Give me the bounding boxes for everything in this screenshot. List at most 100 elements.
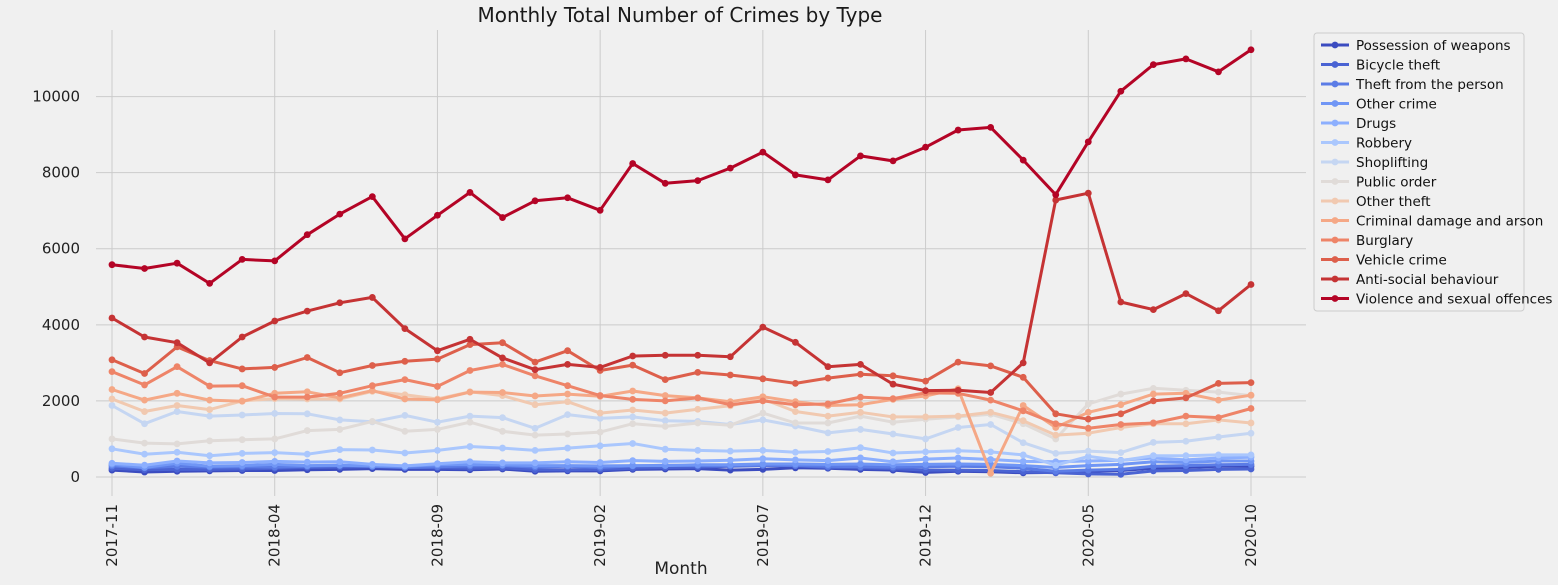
x-tick-label: 2018-04 <box>266 504 284 567</box>
data-point <box>954 126 962 134</box>
data-point <box>1149 419 1157 427</box>
data-point <box>499 360 506 368</box>
data-point <box>108 261 116 269</box>
data-point <box>499 214 506 221</box>
data-point <box>401 357 409 365</box>
data-point <box>1215 379 1222 387</box>
data-point <box>434 418 441 426</box>
data-point <box>271 410 279 417</box>
data-point <box>564 458 571 466</box>
data-point <box>499 459 506 467</box>
data-point <box>466 341 474 348</box>
data-point <box>531 392 539 400</box>
data-point <box>564 398 571 406</box>
data-point <box>368 446 376 454</box>
data-point <box>889 449 897 457</box>
data-point <box>434 383 441 390</box>
data-point <box>726 447 734 455</box>
data-point <box>1215 414 1222 422</box>
data-point <box>824 412 832 420</box>
data-point <box>466 443 474 450</box>
legend-label: Violence and sexual offences <box>1356 292 1552 308</box>
data-point <box>1084 429 1092 437</box>
data-point <box>889 380 897 388</box>
data-point <box>1052 410 1060 418</box>
data-point <box>694 457 702 465</box>
data-point <box>1052 191 1060 199</box>
data-point <box>987 389 995 396</box>
data-point <box>922 143 929 151</box>
data-point <box>531 431 539 439</box>
data-point <box>434 211 441 219</box>
data-point <box>759 446 767 454</box>
data-point <box>466 335 474 343</box>
y-tick-label: 6000 <box>42 240 80 258</box>
data-point <box>987 362 995 370</box>
data-point <box>1215 307 1222 315</box>
legend-marker <box>1331 275 1339 283</box>
legend-marker <box>1331 178 1339 185</box>
data-point <box>141 333 148 341</box>
data-point <box>401 235 409 243</box>
data-point <box>857 454 864 462</box>
data-point <box>564 194 571 202</box>
legend-marker <box>1331 80 1339 88</box>
data-point <box>303 458 311 466</box>
data-point <box>1247 419 1255 427</box>
data-point <box>531 197 539 205</box>
data-point <box>792 401 799 409</box>
data-point <box>336 426 344 433</box>
legend-marker <box>1331 41 1339 49</box>
data-point <box>1117 465 1125 473</box>
data-point <box>857 393 864 401</box>
data-point <box>303 388 311 396</box>
data-point <box>629 160 637 167</box>
plot-area <box>108 46 1255 478</box>
data-point <box>141 420 148 428</box>
data-point <box>564 390 571 398</box>
data-point <box>1149 438 1157 446</box>
data-point <box>238 397 246 405</box>
data-point <box>629 462 637 469</box>
data-point <box>629 352 637 360</box>
data-point <box>564 430 571 438</box>
data-point <box>857 460 864 468</box>
data-point <box>824 419 832 427</box>
data-point <box>889 395 897 403</box>
data-point <box>661 179 669 187</box>
data-point <box>1182 437 1190 445</box>
data-point <box>1019 417 1027 425</box>
data-point <box>661 409 669 417</box>
data-point <box>792 408 799 415</box>
data-point <box>336 446 344 453</box>
data-point <box>596 392 604 399</box>
data-point <box>564 360 571 368</box>
data-point <box>531 372 539 380</box>
data-point <box>141 408 148 415</box>
data-point <box>401 395 409 403</box>
legend-label: Possession of weapons <box>1356 38 1511 54</box>
data-point <box>661 351 669 359</box>
data-point <box>1084 138 1092 146</box>
x-tick-label: 2019-07 <box>754 504 772 567</box>
data-point <box>108 386 116 393</box>
data-point <box>303 307 311 315</box>
data-point <box>173 389 181 397</box>
data-point <box>726 456 734 464</box>
data-point <box>1084 447 1092 455</box>
data-point <box>336 389 344 397</box>
data-point <box>336 210 344 218</box>
x-tick-label: 2020-10 <box>1242 504 1260 567</box>
legend-item: Drugs <box>1321 116 1396 132</box>
data-point <box>206 437 214 445</box>
data-point <box>1247 429 1255 437</box>
data-point <box>1019 451 1027 459</box>
data-point <box>1149 397 1157 405</box>
series-line <box>111 389 1252 437</box>
data-point <box>1149 452 1157 460</box>
data-point <box>1149 390 1157 398</box>
legend-marker <box>1331 217 1339 224</box>
data-point <box>661 422 669 430</box>
data-point <box>1117 457 1125 465</box>
legend-item: Possession of weapons <box>1321 38 1511 54</box>
